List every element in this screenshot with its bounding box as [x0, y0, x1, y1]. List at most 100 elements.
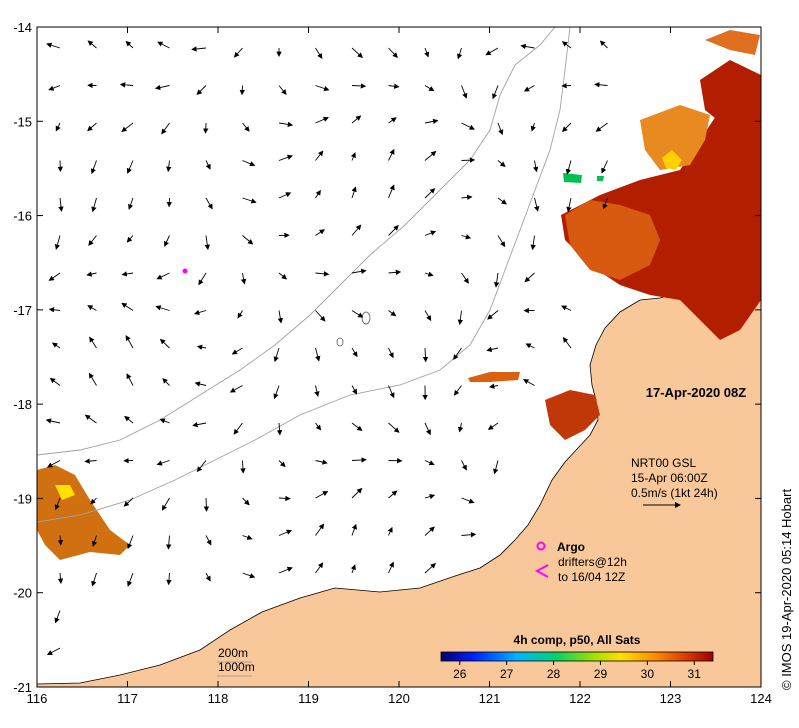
- current-arrow: [205, 535, 212, 546]
- colorbar-tick-label: 29: [594, 667, 608, 681]
- current-arrow: [315, 47, 323, 59]
- current-arrow: [351, 457, 367, 463]
- current-arrow: [45, 418, 61, 424]
- current-arrow: [388, 184, 395, 199]
- current-arrow: [159, 338, 170, 349]
- current-arrow: [89, 336, 97, 349]
- current-arrow: [156, 460, 170, 466]
- current-arrow: [456, 47, 463, 60]
- colorbar-tick-label: 26: [453, 667, 467, 681]
- lat-tick-label: -18: [13, 397, 32, 412]
- current-arrow: [487, 310, 499, 320]
- current-arrow: [278, 154, 293, 161]
- current-arrow: [242, 534, 253, 540]
- current-arrow: [155, 305, 170, 311]
- isobath-1000-label: 1000m: [218, 660, 255, 674]
- current-arrow: [424, 230, 437, 236]
- lat-tick-label: -14: [13, 20, 32, 35]
- lon-tick-label: 117: [117, 691, 138, 706]
- lon-tick-label: 120: [388, 691, 410, 706]
- current-arrow: [91, 197, 97, 213]
- current-arrow: [387, 526, 393, 536]
- current-arrow: [530, 235, 536, 251]
- current-arrow: [166, 535, 172, 550]
- current-arrow: [54, 610, 61, 624]
- current-arrow: [278, 121, 294, 128]
- current-arrow: [492, 85, 499, 100]
- current-arrow: [493, 272, 500, 288]
- currents-scale: 0.5m/s (1kt 24h): [631, 486, 718, 500]
- current-arrow: [350, 152, 356, 161]
- current-arrow: [242, 122, 250, 132]
- current-arrow: [91, 535, 98, 547]
- current-arrow: [57, 535, 64, 546]
- current-arrow: [388, 310, 397, 317]
- lat-tick-label: -16: [13, 209, 32, 224]
- argo-label: Argo: [557, 540, 585, 554]
- current-arrow: [51, 342, 61, 349]
- current-arrow: [278, 495, 291, 502]
- current-arrow: [351, 83, 367, 89]
- current-arrow: [127, 572, 134, 587]
- current-arrow: [461, 194, 473, 201]
- lat-tick-label: -17: [13, 303, 32, 318]
- current-arrow: [204, 235, 210, 251]
- current-arrow: [86, 271, 97, 277]
- current-arrow: [523, 379, 535, 386]
- current-arrow: [88, 372, 97, 386]
- colorbar-tick-label: 31: [688, 667, 702, 681]
- current-arrow: [242, 197, 257, 204]
- currents-date: 15-Apr 06:00Z: [631, 471, 708, 485]
- current-arrow: [351, 347, 358, 358]
- current-arrow: [351, 268, 367, 275]
- current-arrow: [242, 235, 254, 245]
- current-arrow: [128, 197, 134, 210]
- current-arrow: [196, 460, 207, 473]
- current-arrow: [203, 122, 209, 134]
- current-arrow: [193, 309, 207, 316]
- current-arrow: [126, 235, 134, 243]
- current-arrow: [277, 310, 283, 324]
- current-arrow: [205, 572, 211, 582]
- drifters-line1: drifters@12h: [558, 555, 627, 569]
- current-arrow: [229, 385, 243, 393]
- current-arrow: [453, 347, 462, 361]
- current-arrow: [125, 40, 134, 49]
- current-arrow: [497, 160, 506, 167]
- current-arrow: [422, 347, 429, 363]
- current-arrow: [46, 647, 61, 656]
- current-arrow: [461, 272, 469, 284]
- current-arrow: [351, 186, 357, 199]
- current-arrow: [533, 160, 539, 173]
- current-arrow: [47, 460, 61, 468]
- current-arrow: [315, 85, 330, 92]
- lon-tick-label: 121: [479, 691, 501, 706]
- current-arrow: [424, 47, 430, 58]
- current-arrow: [351, 422, 363, 432]
- current-arrow: [84, 458, 97, 464]
- current-arrow: [424, 271, 434, 277]
- current-arrow: [594, 82, 608, 88]
- current-arrow: [315, 347, 321, 362]
- argo-float-marker[interactable]: [182, 268, 188, 274]
- reef-island: [336, 337, 344, 347]
- current-arrow: [90, 160, 97, 175]
- current-arrow: [388, 422, 400, 433]
- current-arrow: [453, 385, 462, 396]
- current-arrow: [123, 497, 134, 507]
- longitude-axis: 116 117 118 119 120 121 122 123 124: [27, 27, 772, 706]
- current-arrow: [273, 385, 280, 400]
- current-vectors: [45, 40, 608, 656]
- current-arrow: [314, 385, 320, 397]
- current-arrow: [198, 272, 207, 286]
- current-arrow: [191, 46, 207, 52]
- current-arrow: [566, 197, 572, 213]
- current-arrow: [424, 526, 435, 536]
- current-arrow: [461, 531, 477, 538]
- current-arrow: [315, 422, 322, 431]
- current-arrow: [487, 422, 499, 430]
- current-arrow: [162, 378, 170, 386]
- current-arrow: [205, 160, 211, 170]
- current-arrow: [166, 160, 172, 173]
- current-arrow: [242, 572, 256, 579]
